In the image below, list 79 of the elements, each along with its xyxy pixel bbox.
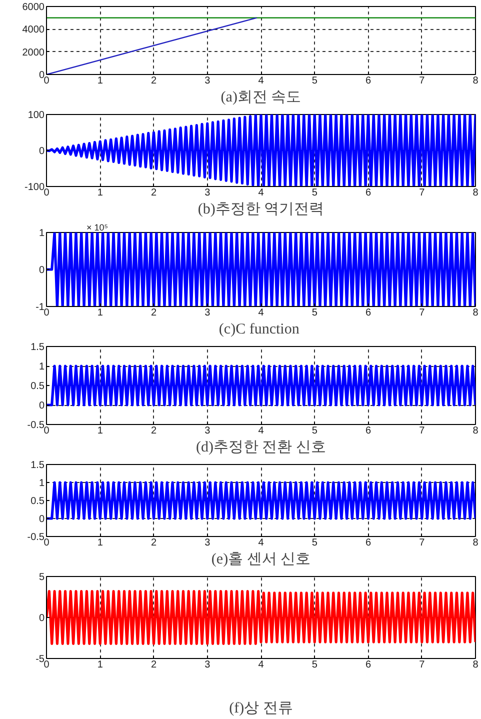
- x-tick-label: 4: [258, 426, 264, 436]
- x-tick-label: 7: [419, 426, 426, 436]
- x-tick-label: 8: [472, 308, 479, 318]
- x-tick-label: 3: [204, 308, 211, 318]
- x-tick-label: 4: [258, 538, 264, 548]
- x-tick-label: 7: [419, 188, 426, 198]
- x-tick-label: 2: [150, 538, 157, 548]
- y-tick-label: 100: [28, 110, 45, 121]
- line-series: [46, 590, 476, 646]
- y-tick-label: -100: [24, 182, 45, 193]
- x-tick-label: 3: [204, 426, 211, 436]
- x-tick-label: 4: [258, 660, 264, 670]
- y-tick-label: 4000: [22, 24, 45, 36]
- x-tick-label: 5: [312, 426, 318, 436]
- y-tick-label: -0.5: [27, 420, 45, 431]
- x-axis-title: (b)추정한 역기전력: [198, 202, 324, 218]
- x-tick-label: 8: [472, 426, 479, 436]
- x-tick-label: 6: [365, 188, 372, 198]
- x-tick-label: 4: [258, 188, 264, 198]
- x-axis-title: (d)추정한 전환 신호: [196, 440, 326, 456]
- y-tick-label: 0: [38, 146, 45, 157]
- x-tick-label: 2: [150, 76, 157, 86]
- x-tick-label: 8: [472, 660, 479, 670]
- x-tick-label: 5: [312, 660, 318, 670]
- x-tick-label: 8: [472, 188, 479, 198]
- x-tick-label: 4: [258, 76, 264, 86]
- x-tick-label: 1: [97, 188, 104, 198]
- x-tick-label: 5: [312, 188, 318, 198]
- x-axis-title: (e)홀 센서 신호: [211, 552, 311, 568]
- x-tick-label: 5: [312, 76, 318, 86]
- y-tick-label: 5: [38, 572, 45, 583]
- x-tick-label: 5: [312, 538, 318, 548]
- x-tick-label: 7: [419, 76, 426, 86]
- y-tick-label: 0.5: [30, 381, 45, 392]
- x-tick-label: 6: [365, 660, 372, 670]
- x-tick-label: 2: [150, 660, 157, 670]
- x-axis-title: (f)상 전류: [229, 700, 293, 716]
- x-tick-label: 1: [97, 308, 104, 318]
- x-tick-label: 3: [204, 76, 211, 86]
- x-tick-label: 7: [419, 308, 426, 318]
- x-tick-label: 6: [365, 538, 372, 548]
- y-tick-label: -0.5: [27, 532, 45, 543]
- x-tick-label: 3: [204, 538, 211, 548]
- x-tick-label: 4: [258, 308, 264, 318]
- line-series: [46, 114, 476, 186]
- x-tick-label: 6: [365, 76, 372, 86]
- x-tick-label: 3: [204, 188, 211, 198]
- x-tick-label: 7: [419, 538, 426, 548]
- x-axis-title: (c)C function: [218, 322, 300, 338]
- x-tick-label: 2: [150, 426, 157, 436]
- x-tick-label: 5: [312, 308, 318, 318]
- x-tick-label: 6: [365, 426, 372, 436]
- y-tick-label: 0.5: [30, 496, 45, 507]
- x-tick-label: 6: [365, 308, 372, 318]
- x-tick-label: 2: [150, 308, 157, 318]
- y-tick-label: 0: [38, 514, 45, 525]
- x-tick-label: 1: [97, 426, 104, 436]
- y-tick-label: 6000: [22, 2, 45, 13]
- y-tick-label: -5: [36, 654, 45, 665]
- y-tick-label: 0: [38, 400, 45, 412]
- x-tick-label: 8: [472, 538, 479, 548]
- x-tick-label: 3: [204, 660, 211, 670]
- y-tick-label: 1: [38, 362, 45, 372]
- x-tick-label: 8: [472, 76, 479, 86]
- y-tick-label: -1: [36, 302, 45, 313]
- y-tick-label: 1: [38, 228, 45, 239]
- x-tick-label: 1: [97, 660, 104, 670]
- y-tick-label: 2000: [22, 47, 45, 58]
- y-tick-label: 0: [38, 265, 45, 276]
- x-tick-label: 7: [419, 660, 426, 670]
- y-tick-label: 0: [38, 613, 45, 624]
- y-tick-label: 1: [38, 478, 45, 489]
- annotation: × 10⁵: [86, 222, 108, 232]
- x-axis-title: (a)회전 속도: [220, 90, 302, 106]
- x-tick-label: 2: [150, 188, 157, 198]
- y-tick-label: 1.5: [30, 342, 45, 353]
- y-tick-label: 1.5: [30, 460, 45, 471]
- x-tick-label: 1: [97, 538, 104, 548]
- x-tick-label: 1: [97, 76, 104, 86]
